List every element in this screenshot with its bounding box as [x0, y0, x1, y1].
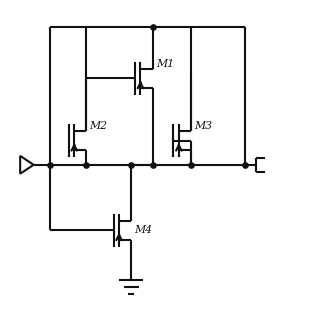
Text: M1: M1: [156, 59, 174, 69]
Text: M3: M3: [194, 121, 212, 132]
Text: M2: M2: [90, 121, 108, 132]
Text: M4: M4: [134, 225, 152, 236]
